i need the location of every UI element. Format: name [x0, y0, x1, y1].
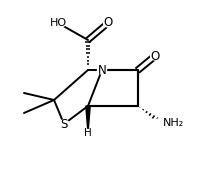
- Text: S: S: [60, 117, 68, 130]
- Ellipse shape: [59, 120, 69, 128]
- Ellipse shape: [153, 119, 171, 127]
- Text: HO: HO: [50, 18, 67, 28]
- Ellipse shape: [150, 52, 160, 60]
- Ellipse shape: [84, 130, 92, 137]
- Ellipse shape: [97, 66, 107, 74]
- Text: N: N: [98, 64, 106, 77]
- Text: O: O: [103, 17, 113, 30]
- Polygon shape: [86, 106, 90, 133]
- Text: H: H: [84, 128, 92, 138]
- Text: NH₂: NH₂: [163, 118, 184, 128]
- Ellipse shape: [50, 19, 66, 27]
- Text: O: O: [150, 49, 160, 62]
- Ellipse shape: [104, 19, 112, 27]
